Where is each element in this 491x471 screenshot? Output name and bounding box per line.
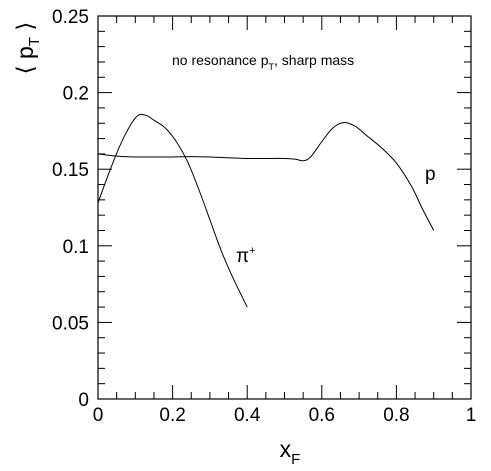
y-tick-label: 0 bbox=[78, 390, 89, 411]
y-tick-label: 0.25 bbox=[52, 7, 89, 28]
y-tick-label: 0.2 bbox=[63, 84, 89, 105]
plot-frame bbox=[97, 15, 472, 400]
series-line-proton bbox=[97, 121, 435, 231]
x-axis-label-main: x bbox=[280, 436, 292, 462]
y-axis-label: ⟨ pT ⟩ bbox=[12, 22, 43, 75]
x-tick-label: 0.8 bbox=[383, 405, 409, 426]
x-axis-label: xF bbox=[280, 436, 301, 468]
series-line-pion bbox=[97, 113, 248, 308]
y-axis-bracket-right: ⟩ bbox=[12, 22, 38, 37]
annotation: no resonance pT, sharp mass bbox=[172, 52, 354, 72]
svg-text:⟨ pT ⟩: ⟨ pT ⟩ bbox=[12, 22, 43, 75]
series-label-proton: p bbox=[425, 164, 436, 185]
series-label-pion-name: π bbox=[236, 246, 249, 267]
tick-labels: 0 0.2 0.4 0.6 0.8 1 0 0.05 0.1 0.15 0.2 0.25 bbox=[52, 7, 476, 426]
series-lines bbox=[97, 113, 435, 308]
y-axis-label-main: p bbox=[12, 46, 38, 59]
y-axis-label-sub: T bbox=[26, 37, 43, 46]
y-tick-label: 0.15 bbox=[52, 160, 89, 181]
series-label-pion: π+ bbox=[236, 245, 256, 267]
series-label-pion-sup: + bbox=[249, 245, 255, 257]
x-tick-label: 0.2 bbox=[159, 405, 185, 426]
x-axis-label-sub: F bbox=[291, 451, 300, 468]
y-tick-label: 0.05 bbox=[52, 313, 89, 334]
x-tick-label: 0.4 bbox=[234, 405, 261, 426]
y-tick-label: 0.1 bbox=[63, 237, 89, 258]
annotation-suffix: , sharp mass bbox=[274, 52, 354, 68]
x-tick-label: 1 bbox=[466, 405, 477, 426]
x-tick-label: 0 bbox=[93, 405, 104, 426]
y-axis-bracket-left: ⟨ bbox=[12, 59, 38, 74]
annotation-text: no resonance p bbox=[172, 52, 269, 68]
axis-ticks bbox=[97, 15, 472, 400]
x-tick-label: 0.6 bbox=[309, 405, 335, 426]
annotation-sub: T bbox=[269, 62, 275, 72]
